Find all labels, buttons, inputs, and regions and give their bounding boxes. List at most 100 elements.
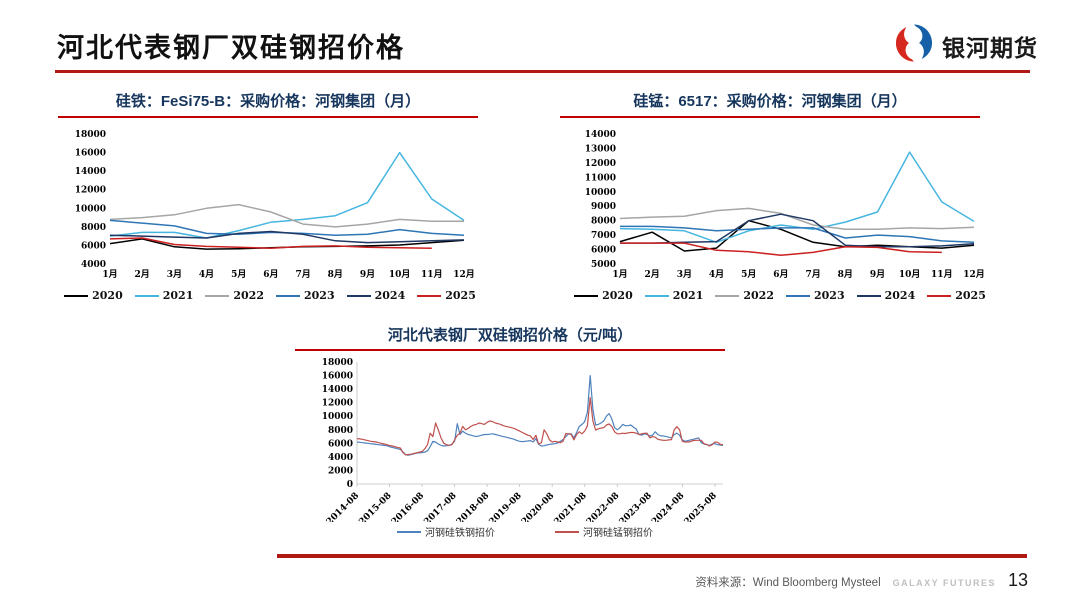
x-tick-label: 7月 [805, 269, 820, 280]
simn-chart-legend: 2020 2021 2022 2023 2024 2025 [574, 289, 986, 302]
footer-divider [277, 554, 1027, 558]
x-tick-label: 12月 [963, 269, 984, 280]
legend-label: 2023 [814, 289, 845, 302]
legend-item-2021: 2021 [644, 289, 704, 302]
x-tick-label: 8月 [328, 269, 343, 280]
title-underline [55, 70, 1030, 73]
y-tick-label: 12000 [585, 159, 616, 169]
x-tick-label: 2014-08 [325, 491, 361, 522]
simn-title-underline [560, 116, 980, 118]
y-tick-label: 10000 [585, 188, 616, 198]
legend-label: 2025 [445, 289, 476, 302]
x-tick-label: 8月 [838, 269, 853, 280]
y-tick-label: 10000 [75, 204, 106, 214]
x-tick-label: 11月 [421, 269, 443, 280]
legend-item-2025: 2025 [927, 289, 986, 302]
legend-item-2023: 2023 [276, 289, 335, 302]
company-logo: 银河期货 [893, 22, 1038, 69]
x-tick-label: 9月 [870, 269, 885, 280]
legend-swatch [397, 530, 421, 533]
legend-swatch [134, 294, 159, 297]
x-tick-label: 2022-08 [585, 491, 621, 522]
y-tick-label: 5000 [591, 260, 616, 270]
x-tick-label: 10月 [389, 269, 411, 280]
series-line-2024 [109, 230, 465, 244]
legend-item-2022: 2022 [715, 289, 774, 302]
y-tick-label: 18000 [322, 358, 353, 368]
y-tick-label: 4000 [328, 453, 353, 463]
legend-label: 2020 [602, 289, 633, 302]
x-tick-label: 2018-08 [455, 491, 491, 522]
x-tick-label: 2019-08 [488, 491, 524, 522]
fesi-title-underline [58, 116, 478, 118]
legend-label: 2025 [955, 289, 986, 302]
legend-label: 2021 [672, 289, 704, 302]
y-tick-label: 6000 [328, 439, 353, 449]
simn-line-chart: 14000 13000 12000 11000 10000 9000 8000 7000 600… [585, 130, 984, 280]
legend-swatch [574, 294, 599, 297]
x-tick-label: 2020-08 [520, 491, 556, 522]
page-title: 河北代表钢厂双硅钢招价格 [57, 33, 405, 63]
legend-swatch [555, 530, 579, 533]
y-tick-label: 14000 [585, 130, 616, 140]
x-tick-label: 2月 [645, 269, 660, 280]
x-tick-label: 1月 [612, 269, 627, 280]
series-line-2021 [109, 151, 465, 239]
x-tick-label: 11月 [931, 269, 953, 280]
y-tick-label: 7000 [591, 231, 616, 241]
x-tick-label: 2021-08 [553, 491, 589, 522]
history-title-underline [295, 349, 725, 351]
y-tick-label: 10000 [322, 412, 353, 422]
footer: 资料来源：Wind Bloomberg Mysteel GALAXY FUTUR… [695, 570, 1028, 591]
x-tick-label: 2月 [135, 269, 150, 280]
legend-label: 2024 [374, 289, 406, 302]
x-tick-label: 6月 [263, 269, 278, 280]
legend-swatch [64, 294, 89, 297]
x-tick-label: 5月 [231, 269, 246, 280]
series-line-2022 [109, 203, 464, 228]
y-tick-label: 11000 [585, 173, 616, 183]
legend-swatch [346, 294, 371, 297]
legend-label: 河钢硅铁钢招价 [425, 528, 495, 539]
history-line-chart: 18000 16000 14000 12000 10000 8000 6000 4000 200… [322, 358, 724, 522]
x-tick-label: 4月 [199, 269, 214, 280]
legend-item-2020: 2020 [574, 289, 633, 302]
legend-label: 2023 [304, 289, 335, 302]
history-chart-title: 河北代表钢厂双硅钢招价格（元/吨） [387, 327, 633, 344]
logo-text: 银河期货 [942, 34, 1038, 61]
x-tick-label: 9月 [360, 269, 375, 280]
x-tick-label: 10月 [899, 269, 921, 280]
x-tick-label: 4月 [709, 269, 724, 280]
legend-item-2020: 2020 [64, 289, 123, 302]
series-line-2025 [620, 242, 942, 257]
legend-item-2025: 2025 [417, 289, 476, 302]
legend-label: 2021 [162, 289, 194, 302]
x-tick-label: 2025-08 [683, 491, 719, 522]
legend-swatch [644, 294, 669, 297]
y-tick-label: 4000 [81, 260, 106, 270]
y-tick-label: 8000 [81, 223, 106, 233]
fesi-chart-legend: 2020 2021 2022 2023 2024 2025 [64, 289, 476, 302]
x-tick-label: 12月 [453, 269, 474, 280]
x-tick-label: 3月 [677, 269, 692, 280]
x-tick-label: 7月 [295, 269, 310, 280]
data-source-label: 资料来源：Wind Bloomberg Mysteel [695, 577, 881, 589]
legend-item-2022: 2022 [205, 289, 264, 302]
y-tick-label: 9000 [591, 202, 616, 212]
page-number: 13 [1007, 570, 1028, 590]
legend-swatch [927, 294, 952, 297]
fesi-chart-title: 硅铁：FeSi75-B：采购价格：河钢集团（月） [115, 93, 421, 110]
y-tick-label: 14000 [322, 385, 353, 395]
y-tick-label: 2000 [328, 466, 353, 476]
legend-item-2021: 2021 [134, 289, 194, 302]
y-tick-label: 16000 [322, 372, 353, 382]
y-tick-label: 13000 [585, 144, 616, 154]
galaxy-swirl-icon [893, 22, 935, 69]
y-tick-label: 12000 [322, 399, 353, 409]
series-line-2022 [619, 207, 975, 231]
x-tick-label: 6月 [773, 269, 788, 280]
history-chart-legend: 河钢硅铁钢招价 河钢硅锰钢招价 [315, 524, 735, 539]
legend-label: 2020 [92, 289, 123, 302]
